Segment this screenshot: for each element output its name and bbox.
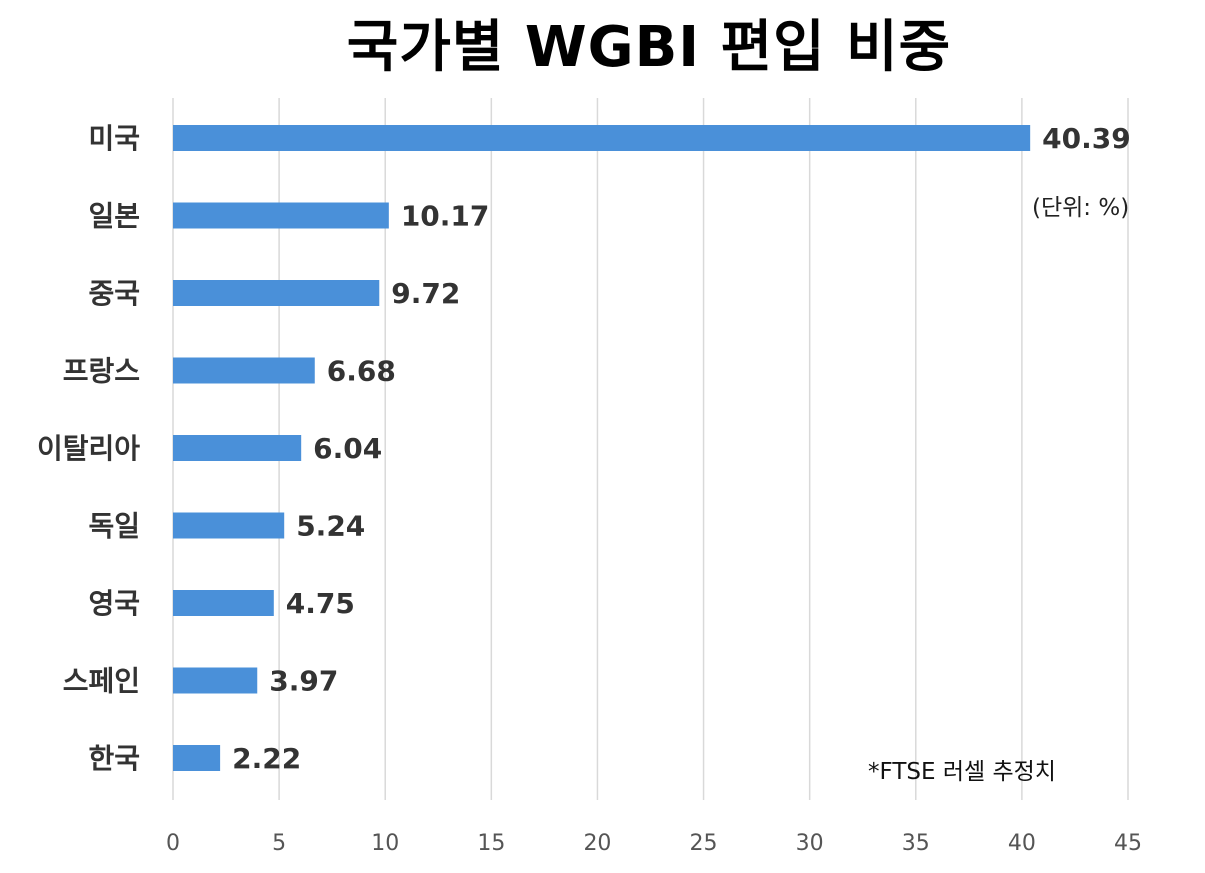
value-label: 40.39 <box>1042 122 1131 155</box>
bar <box>173 280 380 306</box>
x-tick-label: 30 <box>796 831 824 856</box>
bar <box>173 357 315 384</box>
value-label: 3.97 <box>269 665 338 698</box>
value-label: 6.68 <box>327 355 396 388</box>
unit-note: (단위: %) <box>1032 195 1130 221</box>
value-label: 6.04 <box>313 432 382 465</box>
value-label: 4.75 <box>286 587 355 620</box>
x-tick-label: 15 <box>477 831 505 856</box>
value-labels: 40.39 10.17 9.72 6.68 6.04 5.24 4.75 3.97 2.22 <box>232 122 1131 775</box>
x-tick-label: 0 <box>166 831 180 856</box>
category-label: 한국 <box>88 742 140 775</box>
bar <box>173 745 221 771</box>
category-label: 스페인 <box>63 665 140 698</box>
x-tick-label: 45 <box>1114 831 1142 856</box>
category-label: 중국 <box>88 277 140 310</box>
bar <box>173 512 285 539</box>
bar <box>173 590 274 616</box>
category-label: 영국 <box>88 587 140 620</box>
x-tick-label: 40 <box>1008 831 1036 856</box>
category-label: 독일 <box>88 510 140 543</box>
x-tick-label: 20 <box>583 831 611 856</box>
x-tick-label: 35 <box>902 831 930 856</box>
source-note: *FTSE 러셀 추정치 <box>868 759 1056 785</box>
x-axis-tick-labels: 0 5 10 15 20 25 30 35 40 45 <box>166 831 1142 856</box>
value-label: 5.24 <box>296 510 365 543</box>
bar <box>173 125 1031 151</box>
chart-title: 국가별 WGBI 편입 비중 <box>346 15 952 80</box>
category-label: 이탈리아 <box>37 432 140 465</box>
bar <box>173 202 389 229</box>
category-label: 프랑스 <box>63 355 140 388</box>
x-tick-label: 5 <box>272 831 286 856</box>
value-label: 2.22 <box>232 742 301 775</box>
category-label: 미국 <box>88 122 140 155</box>
bars <box>173 125 1031 771</box>
bar <box>173 667 258 694</box>
x-tick-label: 10 <box>371 831 399 856</box>
value-label: 10.17 <box>401 200 490 233</box>
value-label: 9.72 <box>391 277 460 310</box>
bar <box>173 435 302 461</box>
x-tick-label: 25 <box>690 831 718 856</box>
category-label: 일본 <box>88 200 140 233</box>
